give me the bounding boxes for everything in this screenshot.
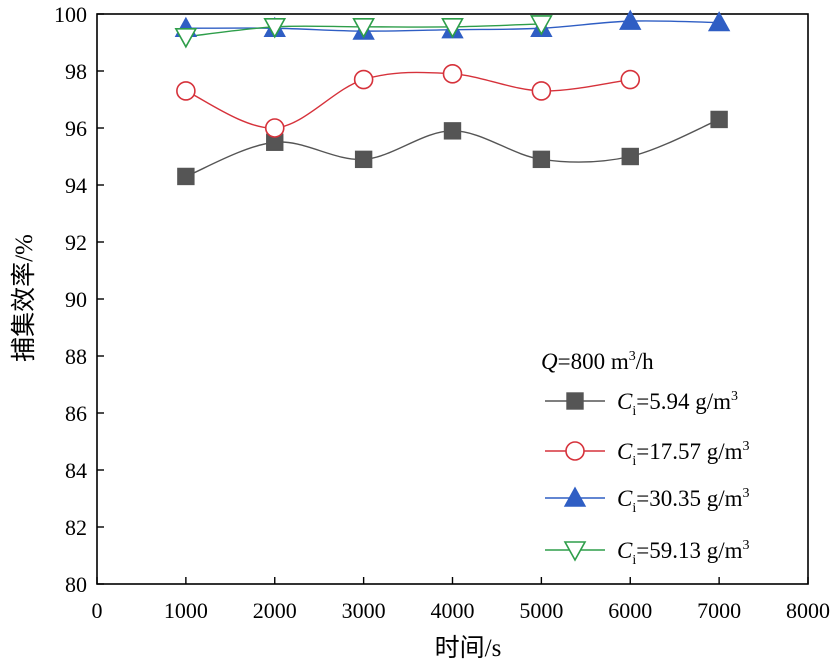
y-tick-label: 86 xyxy=(65,401,87,426)
y-tick-label: 96 xyxy=(65,116,87,141)
data-point xyxy=(174,27,198,49)
x-tick-label: 0 xyxy=(92,598,103,623)
legend-marker-4 xyxy=(563,541,587,562)
data-point xyxy=(619,9,642,30)
y-axis-title: 捕集效率/% xyxy=(10,234,38,362)
x-axis-title: 时间/s xyxy=(435,634,502,662)
legend-label-2: Ci=17.57 g/m3 xyxy=(617,439,750,469)
x-tick-label: 2000 xyxy=(253,598,297,623)
data-point xyxy=(264,118,285,138)
y-tick-label: 92 xyxy=(65,230,87,255)
axis-ticks: 0 1000 2000 3000 4000 5000 6000 7000 8000 80 82 84 8… xyxy=(54,2,830,623)
y-tick-label: 80 xyxy=(65,572,87,597)
x-tick-label: 5000 xyxy=(519,598,563,623)
legend-label-4: Ci=59.13 g/m3 xyxy=(617,538,750,568)
x-tick-label: 1000 xyxy=(164,598,208,623)
legend: Q=800 m3/h Ci=5.94 g/m3 Ci=17.57 g/m3 Ci=30… xyxy=(541,349,750,568)
legend-title: Q=800 m3/h xyxy=(541,349,654,374)
y-tick-label: 84 xyxy=(65,458,87,483)
legend-marker-3 xyxy=(563,486,587,507)
x-tick-label: 4000 xyxy=(431,598,475,623)
data-point xyxy=(442,64,463,84)
data-point xyxy=(707,11,731,32)
legend-label-3: Ci=30.35 g/m3 xyxy=(617,486,750,516)
y-tick-label: 94 xyxy=(65,173,87,198)
legend-marker-2 xyxy=(565,441,585,461)
y-tick-label: 90 xyxy=(65,287,87,312)
data-point xyxy=(353,69,374,90)
y-tick-label: 98 xyxy=(65,59,87,84)
x-tick-label: 3000 xyxy=(342,598,386,623)
data-point xyxy=(354,150,373,169)
y-tick-label: 88 xyxy=(65,344,87,369)
y-tick-label: 100 xyxy=(54,2,87,27)
legend-marker-1 xyxy=(566,392,584,410)
series-markers xyxy=(174,9,731,186)
data-point xyxy=(532,150,551,169)
data-point xyxy=(530,15,553,36)
data-point xyxy=(177,167,195,186)
data-point xyxy=(710,110,728,129)
y-tick-label: 82 xyxy=(65,515,87,540)
data-point xyxy=(531,81,552,101)
data-point xyxy=(176,81,196,101)
x-tick-label: 8000 xyxy=(786,598,830,623)
data-point xyxy=(263,18,287,39)
data-point xyxy=(352,18,375,39)
series-lines xyxy=(185,20,720,178)
data-point xyxy=(621,147,639,166)
series-line-2 xyxy=(185,71,631,129)
x-tick-label: 6000 xyxy=(608,598,652,623)
data-point xyxy=(620,69,641,90)
x-tick-label: 7000 xyxy=(697,598,741,623)
data-point xyxy=(443,122,462,140)
legend-label-1: Ci=5.94 g/m3 xyxy=(617,389,738,419)
data-point xyxy=(441,18,464,39)
